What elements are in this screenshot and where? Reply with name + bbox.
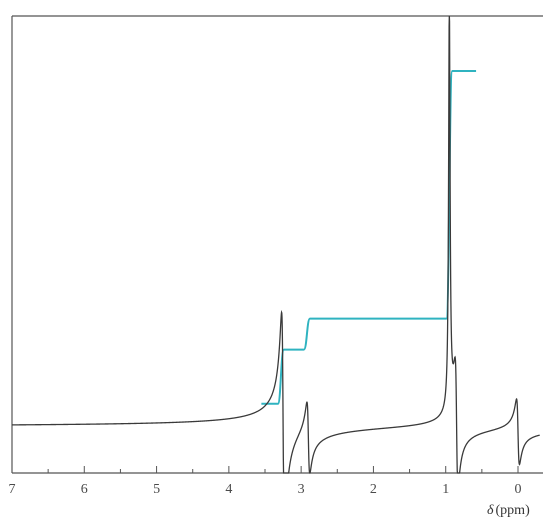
x-tick-label: 5 (153, 482, 160, 497)
spectrum-line (11, 15, 540, 474)
x-tick-label: 3 (298, 482, 305, 497)
x-axis-label: δ (ppm) (487, 503, 530, 518)
x-tick-label: 1 (442, 482, 449, 497)
spectrum-trace-group (11, 15, 540, 474)
x-axis-ticks: 7 6 5 4 3 2 1 0 (9, 466, 522, 497)
x-tick-label: 2 (370, 482, 377, 497)
x-axis-label-symbol: δ (487, 503, 494, 518)
integral-curve-group (261, 69, 477, 405)
x-tick-label: 7 (9, 482, 16, 497)
x-axis-label-unit: (ppm) (496, 503, 531, 518)
x-tick-label: 4 (225, 482, 232, 497)
x-tick-label: 0 (515, 482, 522, 497)
plot-frame (11, 15, 543, 474)
x-tick-label: 6 (81, 482, 88, 497)
integral-curve (261, 69, 477, 405)
